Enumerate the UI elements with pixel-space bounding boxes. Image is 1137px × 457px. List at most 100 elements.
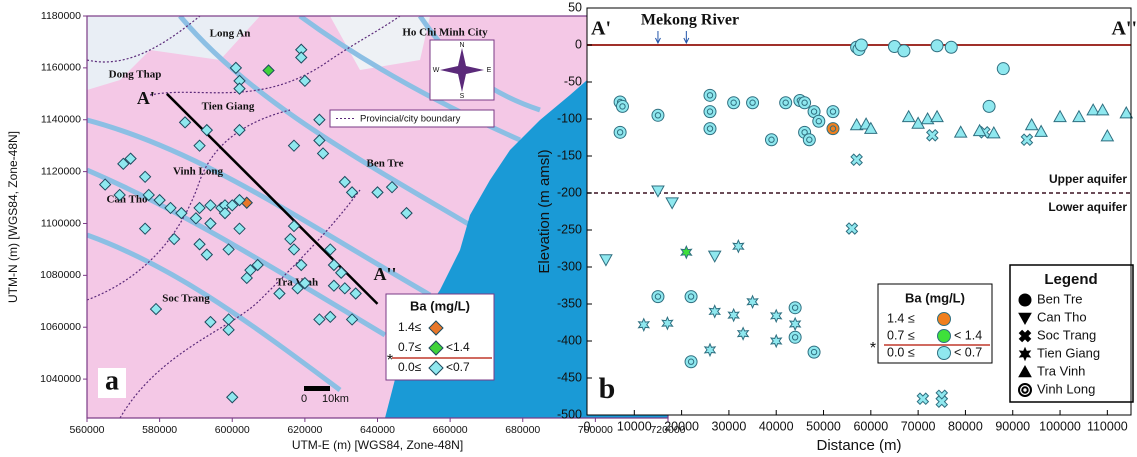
ba-legend-swatch <box>938 330 951 343</box>
well-marker <box>652 109 664 121</box>
well-marker <box>827 106 839 118</box>
well-marker <box>765 134 777 146</box>
well-marker <box>799 97 811 109</box>
y-tick-label: -400 <box>557 333 582 347</box>
y-axis-title: Elevation (m amsl) <box>536 149 553 273</box>
well-marker <box>808 346 820 358</box>
x-tick-label: 80000 <box>948 419 983 433</box>
legend-marker <box>1019 384 1031 396</box>
boundary-legend-label: Provincial/city boundary <box>360 114 461 125</box>
x-axis-title: Distance (m) <box>816 437 901 454</box>
ba-legend-title: Ba (mg/L) <box>905 290 965 305</box>
well-marker <box>997 63 1009 75</box>
y-tick-label: 1180000 <box>41 10 81 22</box>
legend-label-end: <1.4 <box>446 340 470 354</box>
legend-note-mark: * <box>387 352 393 369</box>
x-tick-label: 50000 <box>806 419 841 433</box>
well-marker <box>789 331 801 343</box>
y-tick-label: -150 <box>557 148 582 162</box>
well-marker <box>704 106 716 118</box>
ba-legend-swatch <box>938 347 951 360</box>
x-tick-label: 620000 <box>287 424 322 436</box>
x-tick-label: 110000 <box>1087 419 1128 433</box>
section-start-label: A' <box>591 18 611 40</box>
ba-legend-label: 0.7 ≤ <box>887 328 915 342</box>
y-tick-label: 1160000 <box>41 62 81 74</box>
place-label: Ho Chi Minh City <box>402 27 488 39</box>
legend-marker <box>1019 294 1031 306</box>
place-label: Can Tho <box>106 194 148 206</box>
x-axis-title: UTM-E (m) [WGS84, Zone-48N] <box>292 438 463 452</box>
y-axis-title: UTM-N (m) [WGS84, Zone-48N] <box>6 131 20 303</box>
legend-label: Tra Vinh <box>1037 363 1085 378</box>
y-tick-label: -350 <box>557 296 582 310</box>
section-end-label: A'' <box>1111 18 1137 40</box>
place-label: Ben Tre <box>367 158 404 170</box>
x-tick-label: 640000 <box>360 424 395 436</box>
y-tick-label: -250 <box>557 222 582 236</box>
legend-title: Ba (mg/L) <box>410 298 470 313</box>
scale-bar <box>304 386 330 391</box>
compass-label: E <box>487 67 492 74</box>
ba-legend-label-end: < 0.7 <box>954 345 982 359</box>
x-tick-label: 60000 <box>853 419 888 433</box>
x-tick-label: 100000 <box>1039 419 1081 433</box>
river-label: Mekong River <box>641 12 739 29</box>
ba-legend-label: 1.4 ≤ <box>887 311 915 325</box>
x-tick-label: 660000 <box>433 424 468 436</box>
well-marker <box>704 89 716 101</box>
legend-label: 1.4≤ <box>398 320 422 334</box>
well-marker <box>728 97 740 109</box>
panel-letter: b <box>599 372 616 405</box>
y-tick-label: -500 <box>557 407 582 421</box>
legend-label: Vinh Long <box>1037 381 1095 396</box>
panel-letter: a <box>105 365 119 396</box>
y-tick-label: -200 <box>557 185 582 199</box>
ba-legend-note-mark: * <box>870 340 876 357</box>
y-tick-label: 1040000 <box>40 373 81 385</box>
well-marker <box>780 97 792 109</box>
scale-bar-label: 0 <box>301 393 307 405</box>
ba-legend-label: 0.0 ≤ <box>887 345 915 359</box>
legend-label-end: <0.7 <box>446 360 470 374</box>
well-marker <box>747 97 759 109</box>
y-tick-label: 1100000 <box>41 217 81 229</box>
well-marker <box>704 123 716 135</box>
well-marker <box>616 100 628 112</box>
y-tick-label: -100 <box>557 111 582 125</box>
well-marker <box>855 39 867 51</box>
figure: A'A''Long AnHo Chi Minh CityDong ThapTie… <box>0 0 1137 457</box>
legend-label: Ben Tre <box>1037 291 1083 306</box>
x-tick-label: 30000 <box>712 419 747 433</box>
well-marker <box>945 41 957 53</box>
well-marker <box>685 356 697 368</box>
x-tick-label: 600000 <box>215 424 250 436</box>
well-marker <box>983 100 995 112</box>
y-tick-label: 1080000 <box>40 269 81 281</box>
section-end-label: A'' <box>374 264 397 284</box>
y-tick-label: 1060000 <box>40 321 81 333</box>
place-label: Tien Giang <box>202 101 255 113</box>
x-tick-label: 20000 <box>664 419 699 433</box>
well-marker <box>898 45 910 57</box>
well-marker <box>652 291 664 303</box>
place-label: Dong Thap <box>109 69 162 81</box>
x-tick-label: 10000 <box>617 419 652 433</box>
x-tick-label: 90000 <box>995 419 1030 433</box>
y-tick-label: 1140000 <box>41 114 81 126</box>
place-label: Vinh Long <box>173 166 224 178</box>
y-tick-label: 50 <box>568 0 582 14</box>
compass-label: N <box>459 42 464 49</box>
well-marker <box>931 40 943 52</box>
scale-bar-label: 10km <box>322 393 349 405</box>
well-marker <box>789 302 801 314</box>
well-marker <box>827 123 839 135</box>
upper-aquifer-label: Upper aquifer <box>1049 172 1127 186</box>
legend-label: 0.0≤ <box>398 360 422 374</box>
y-tick-label: 0 <box>575 37 582 51</box>
x-tick-label: 560000 <box>69 424 104 436</box>
x-tick-label: 0 <box>584 419 591 433</box>
section-start-label: A' <box>137 88 155 108</box>
y-tick-label: -450 <box>557 370 582 384</box>
place-label: Soc Trang <box>162 293 210 305</box>
